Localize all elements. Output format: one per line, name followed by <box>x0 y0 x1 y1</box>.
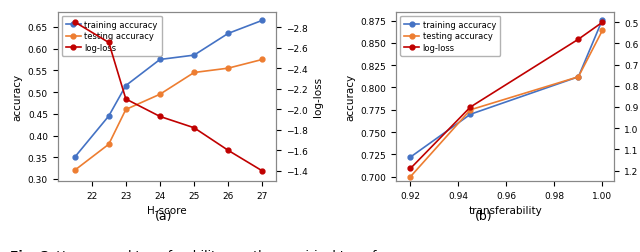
Line: training accuracy: training accuracy <box>72 19 265 160</box>
X-axis label: H-score: H-score <box>147 206 187 215</box>
Legend: training accuracy, testing accuracy, log-loss: training accuracy, testing accuracy, log… <box>400 17 500 57</box>
testing accuracy <box>467 109 474 112</box>
Text: Fig. 2: Fig. 2 <box>10 249 49 252</box>
log-loss <box>406 167 414 170</box>
testing accuracy <box>575 76 582 79</box>
testing accuracy <box>406 175 414 178</box>
training accuracy <box>71 156 79 159</box>
training accuracy <box>406 156 414 159</box>
training accuracy <box>467 113 474 116</box>
testing accuracy <box>225 67 232 70</box>
training accuracy <box>156 59 164 62</box>
Line: log-loss: log-loss <box>408 21 605 171</box>
log-loss <box>190 127 198 130</box>
training accuracy <box>575 76 582 79</box>
training accuracy <box>122 85 130 88</box>
training accuracy <box>105 115 113 118</box>
log-loss <box>122 98 130 101</box>
Text: : H-score and transferability vs.  the empirical transfer: : H-score and transferability vs. the em… <box>48 249 389 252</box>
training accuracy <box>259 20 266 23</box>
testing accuracy <box>259 59 266 62</box>
log-loss <box>467 106 474 109</box>
Text: (b): (b) <box>474 209 492 222</box>
Text: (a): (a) <box>154 209 172 222</box>
Line: log-loss: log-loss <box>72 20 265 174</box>
testing accuracy <box>598 30 606 33</box>
training accuracy <box>190 54 198 57</box>
log-loss <box>105 42 113 45</box>
training accuracy <box>225 33 232 36</box>
Y-axis label: accuracy: accuracy <box>345 74 355 120</box>
testing accuracy <box>105 143 113 146</box>
testing accuracy <box>71 169 79 172</box>
log-loss <box>598 22 606 25</box>
testing accuracy <box>122 109 130 112</box>
Y-axis label: accuracy: accuracy <box>12 74 22 120</box>
Line: testing accuracy: testing accuracy <box>408 29 605 179</box>
Line: training accuracy: training accuracy <box>408 18 605 160</box>
log-loss <box>259 170 266 173</box>
X-axis label: transferability: transferability <box>468 206 542 215</box>
Line: testing accuracy: testing accuracy <box>72 58 265 173</box>
testing accuracy <box>156 93 164 96</box>
Legend: training accuracy, testing accuracy, log-loss: training accuracy, testing accuracy, log… <box>62 17 162 57</box>
log-loss <box>225 149 232 152</box>
log-loss <box>71 21 79 24</box>
log-loss <box>156 115 164 118</box>
training accuracy <box>598 19 606 22</box>
testing accuracy <box>190 72 198 75</box>
Y-axis label: log-loss: log-loss <box>313 77 323 117</box>
log-loss <box>575 39 582 42</box>
